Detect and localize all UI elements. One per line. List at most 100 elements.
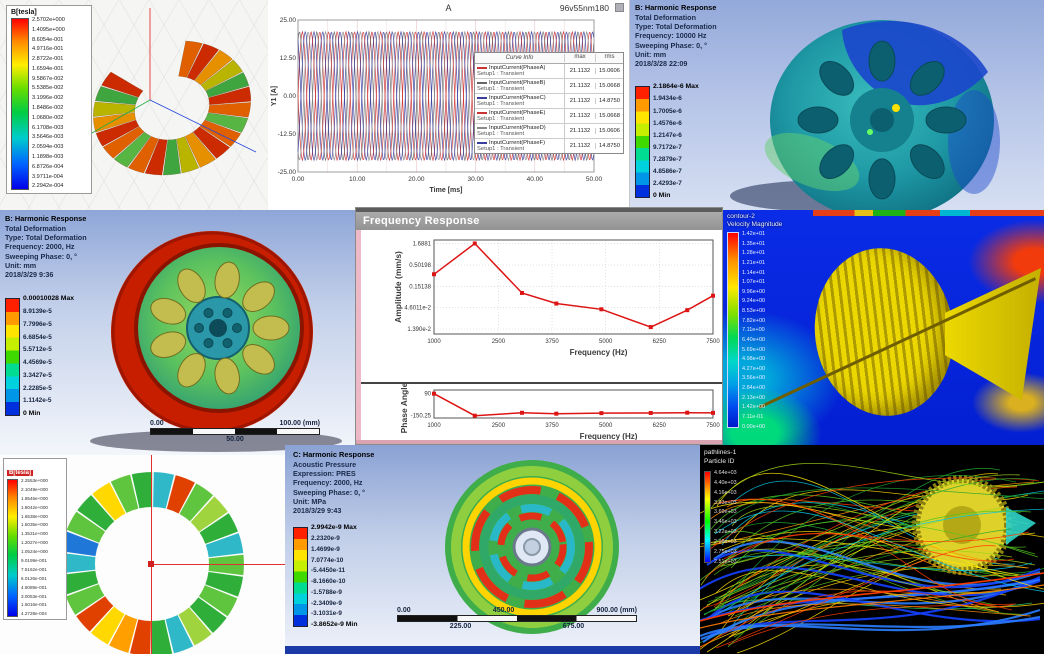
- colorbar-value: 1.1898e-003: [32, 153, 64, 160]
- colorbar-value: 1.21e+01: [742, 259, 766, 266]
- colorbar-value: 7.0774e-10: [311, 556, 344, 564]
- legend-header: Curve Info max rms: [475, 53, 623, 64]
- legend-rms-value: 14.8750: [599, 98, 620, 104]
- colorbar-value: 2.2553e+000: [21, 478, 48, 483]
- colorbar-gradient: [727, 232, 739, 428]
- result-info-line: 2018/3/28 22:09: [635, 59, 688, 69]
- pathlines-view: [700, 463, 1044, 654]
- deformed-wheel-model: [730, 20, 1000, 210]
- legend-swatch: [477, 97, 487, 99]
- result-info-block: B: Harmonic Response Total Deformation Typ…: [635, 3, 717, 69]
- colorbar-value: 3.5646e-003: [32, 134, 64, 141]
- chart-titlebar: A 96v55nm180: [268, 0, 629, 15]
- result-info-line: Frequency: 10000 Hz: [635, 31, 707, 41]
- crosshair-center: [148, 561, 154, 567]
- colorbar-value: 9.96e+00: [742, 288, 766, 295]
- wheel-deformation-model: [90, 231, 342, 452]
- colorbar-value: 6.0126e-001: [21, 575, 47, 581]
- panel-acoustic-pressure: C: Harmonic Response Acoustic Pressure Exp…: [285, 445, 700, 654]
- scale-label: 225.00: [449, 623, 472, 630]
- legend-curve-setup: Setup1 : Transient: [477, 101, 525, 107]
- pin-icon[interactable]: [615, 3, 624, 12]
- deformation-colorbar: 2.1864e-6 Max 1.9434e-6 1.7005e-6 1.4576e-6…: [635, 83, 699, 200]
- particle-colorbar: 4.64e+03 4.40e+03 4.16e+03 3.93e+03 3.69e+03…: [704, 470, 737, 565]
- tick-label: 30.00: [467, 176, 484, 183]
- colorbar-value: 3.93e+03: [714, 499, 737, 506]
- deflector-cone-model: [945, 268, 1041, 400]
- colorbar-value: 9.5867e-002: [32, 75, 64, 82]
- colorbar-value: 2.5702e+000: [32, 17, 65, 23]
- contour-strip: [812, 210, 1044, 216]
- legend-max-value: 21.1132: [565, 68, 596, 74]
- cfd-colorbar-title: contour-2 Velocity Magnitude: [727, 213, 783, 229]
- colorbar-value: 2.2320e-9: [311, 535, 340, 543]
- legend-rms-value: 15.0668: [599, 83, 620, 89]
- tick-label: 0.50198: [409, 263, 431, 269]
- tick-label: 0.00: [283, 93, 296, 100]
- colorbar-value: 1.0680e-002: [32, 114, 64, 121]
- window-left-border: [356, 230, 361, 444]
- result-info-line: Sweeping Phase: 0, °: [635, 40, 707, 50]
- colorbar-value: 4.40e+03: [714, 479, 737, 486]
- legend-max-value: 21.1132: [565, 113, 596, 119]
- colorbar-value: 1.42e+01: [742, 231, 766, 237]
- legend-curve-setup: Setup1 : Transient: [477, 116, 525, 122]
- colorbar-value: 4.98e+00: [742, 356, 766, 363]
- colorbar-value: 1.4699e-9: [311, 545, 340, 553]
- colorbar-value: 8.6054e-001: [32, 36, 64, 43]
- colorbar-value: 7.7996e-5: [23, 320, 52, 328]
- tick-label: 6250: [653, 423, 667, 429]
- window-edge: [356, 208, 722, 212]
- colorbar-value: 7.11e+00: [742, 327, 765, 334]
- result-info-line: Frequency: 2000, Hz: [5, 242, 75, 252]
- tick-label: 1.6881: [413, 241, 432, 247]
- legend-swatch: [477, 112, 487, 114]
- legend-curve-name: InputCurrent(PhaseF): [489, 140, 546, 146]
- tick-label: 90: [424, 392, 431, 398]
- legend-rms-value: 15.0606: [599, 128, 620, 134]
- colorbar-value: 4.4569e-5: [23, 359, 52, 367]
- legend-max-value: 21.1132: [565, 98, 596, 104]
- colorbar-value: 1.5035e+000: [21, 522, 48, 528]
- crosshair-horizontal: [151, 564, 285, 565]
- tick-label: Phase Angle: [399, 384, 409, 433]
- colorbar-value: 1.6538e+000: [21, 513, 48, 519]
- window-titlebar[interactable]: Frequency Response: [356, 212, 722, 230]
- colorbar-value: 1.4095e+000: [32, 26, 65, 33]
- legend-row: InputCurrent(PhaseE) Setup1 : Transient …: [475, 109, 623, 124]
- result-info-line: B: Harmonic Response: [635, 3, 717, 12]
- colorbar-value: 0 Min: [23, 410, 41, 418]
- colorbar-value: -3.1031e-9: [311, 610, 342, 618]
- window-bottom-border: [356, 440, 722, 444]
- tick-label: -12.50: [278, 131, 297, 138]
- legend-curve-name: InputCurrent(PhaseD): [489, 125, 546, 131]
- result-info-line: Total Deformation: [5, 223, 66, 233]
- colorbar-value: 1.42e+00: [742, 404, 766, 411]
- colorbar-value: 2.9942e-9 Max: [311, 524, 357, 531]
- tick-label: 0.15138: [409, 284, 431, 290]
- colorbar-value: -5.4450e-11: [311, 567, 346, 575]
- colorbar-value: 1.7005e-6: [653, 107, 682, 115]
- colorbar-value: 4.2728e-004: [21, 611, 47, 617]
- tick-label: 3750: [545, 423, 559, 429]
- legend-curve-setup: Setup1 : Transient: [477, 86, 525, 92]
- torus-colorbar: B[tesla] 2.5702e+000 1.4095e+000 8.6054e-0…: [6, 5, 92, 194]
- colorbar-value: 4.27e+00: [742, 365, 766, 372]
- deformation-colorbar: 0.00010028 Max 8.9139e-5 7.7996e-5 6.6854e-…: [5, 295, 74, 418]
- colorbar-value: 2.1864e-6 Max: [653, 83, 699, 90]
- legend-curve-name: InputCurrent(PhaseA): [489, 65, 546, 71]
- tick-label: Y1 [A]: [271, 86, 278, 106]
- result-info-line: Total Deformation: [635, 12, 696, 22]
- tick-label: 50.00: [586, 176, 603, 183]
- colorbar-gradient: [704, 471, 711, 563]
- colorbar-value: 1.28e+01: [742, 250, 766, 257]
- colorbar-value: 4.64e+03: [714, 470, 737, 476]
- legend-swatch: [477, 142, 487, 144]
- colorbar-value: 4.5089e-001: [21, 584, 47, 590]
- colorbar-value: 1.2147e-6: [653, 131, 682, 139]
- colorbar-value: 4.8586e-7: [653, 167, 682, 175]
- colorbar-value: 6.6854e-5: [23, 333, 52, 341]
- colorbar-value: 3.0053e-001: [21, 593, 47, 599]
- tick-label: Amplitude (mm/s): [393, 251, 403, 323]
- legend-row: InputCurrent(PhaseB) Setup1 : Transient …: [475, 79, 623, 94]
